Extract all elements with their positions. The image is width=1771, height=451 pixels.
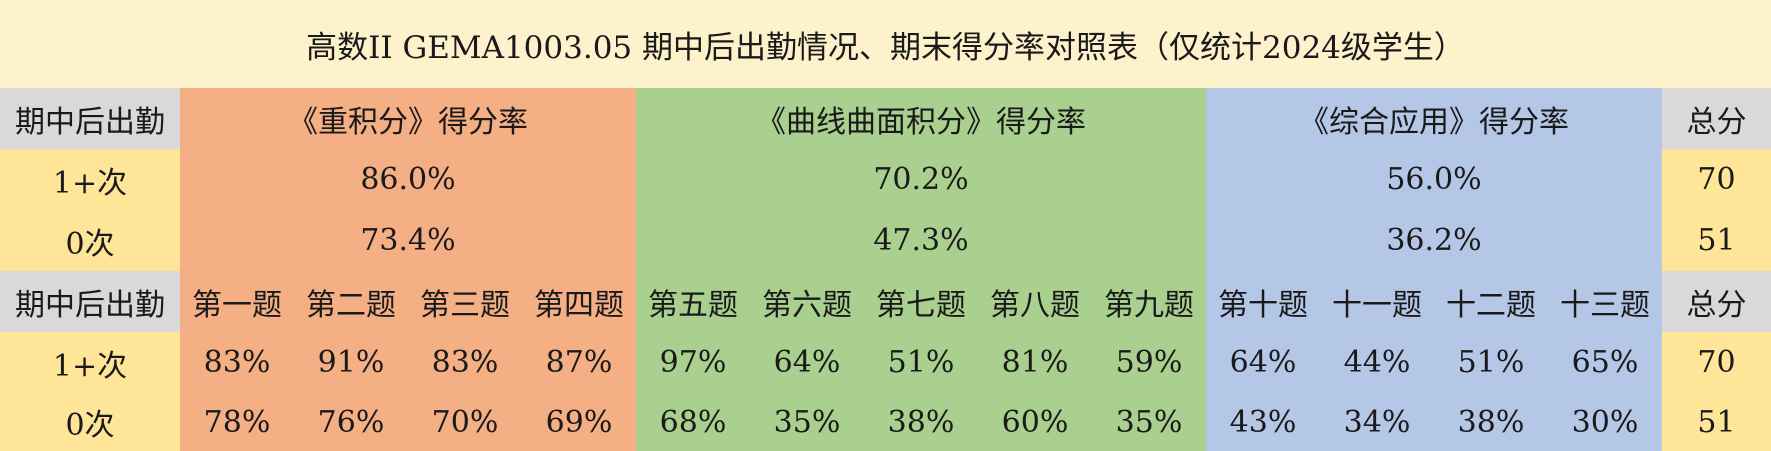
question-rate: 91% — [294, 332, 408, 393]
question-rate: 83% — [408, 332, 522, 393]
total-header: 总分 — [1662, 88, 1771, 149]
group3-rate: 36.2% — [1206, 210, 1662, 271]
question-rate: 51% — [864, 332, 978, 393]
question-rate: 35% — [750, 393, 864, 451]
question-rate: 38% — [1434, 393, 1548, 451]
question-header: 十三题 — [1548, 271, 1662, 332]
question-header: 第三题 — [408, 271, 522, 332]
group2-rate: 70.2% — [636, 149, 1206, 210]
question-header: 第九题 — [1092, 271, 1206, 332]
question-header: 第五题 — [636, 271, 750, 332]
group2-header: 《曲线曲面积分》得分率 — [636, 88, 1206, 149]
question-header: 第二题 — [294, 271, 408, 332]
question-rate: 68% — [636, 393, 750, 451]
total-header: 总分 — [1662, 271, 1771, 332]
attendance-cell: 0次 — [0, 393, 180, 451]
question-rate: 65% — [1548, 332, 1662, 393]
question-rate: 78% — [180, 393, 294, 451]
question-rate: 69% — [522, 393, 636, 451]
question-rate: 64% — [1206, 332, 1320, 393]
question-rate: 43% — [1206, 393, 1320, 451]
group1-rate: 73.4% — [180, 210, 636, 271]
attendance-header: 期中后出勤 — [0, 271, 180, 332]
question-rate: 60% — [978, 393, 1092, 451]
total-score: 51 — [1662, 393, 1771, 451]
question-header: 第七题 — [864, 271, 978, 332]
question-header: 十二题 — [1434, 271, 1548, 332]
group3-rate: 56.0% — [1206, 149, 1662, 210]
total-score: 51 — [1662, 210, 1771, 271]
total-score: 70 — [1662, 332, 1771, 393]
page-title: 高数II GEMA1003.05 期中后出勤情况、期末得分率对照表（仅统计202… — [0, 0, 1771, 88]
group3-header: 《综合应用》得分率 — [1206, 88, 1662, 149]
question-rate: 38% — [864, 393, 978, 451]
question-rate: 64% — [750, 332, 864, 393]
question-rate: 81% — [978, 332, 1092, 393]
question-rate: 70% — [408, 393, 522, 451]
group1-header: 《重积分》得分率 — [180, 88, 636, 149]
question-rate: 97% — [636, 332, 750, 393]
question-rate: 44% — [1320, 332, 1434, 393]
attendance-cell: 1+次 — [0, 149, 180, 210]
question-rate: 30% — [1548, 393, 1662, 451]
attendance-cell: 1+次 — [0, 332, 180, 393]
question-rate: 35% — [1092, 393, 1206, 451]
question-header: 第十题 — [1206, 271, 1320, 332]
question-rate: 76% — [294, 393, 408, 451]
question-header: 第一题 — [180, 271, 294, 332]
question-rate: 87% — [522, 332, 636, 393]
group2-rate: 47.3% — [636, 210, 1206, 271]
attendance-header: 期中后出勤 — [0, 88, 180, 149]
question-rate: 51% — [1434, 332, 1548, 393]
question-rate: 59% — [1092, 332, 1206, 393]
question-header: 第六题 — [750, 271, 864, 332]
question-header: 十一题 — [1320, 271, 1434, 332]
question-header: 第四题 — [522, 271, 636, 332]
total-score: 70 — [1662, 149, 1771, 210]
group1-rate: 86.0% — [180, 149, 636, 210]
question-header: 第八题 — [978, 271, 1092, 332]
attendance-cell: 0次 — [0, 210, 180, 271]
question-rate: 34% — [1320, 393, 1434, 451]
question-rate: 83% — [180, 332, 294, 393]
